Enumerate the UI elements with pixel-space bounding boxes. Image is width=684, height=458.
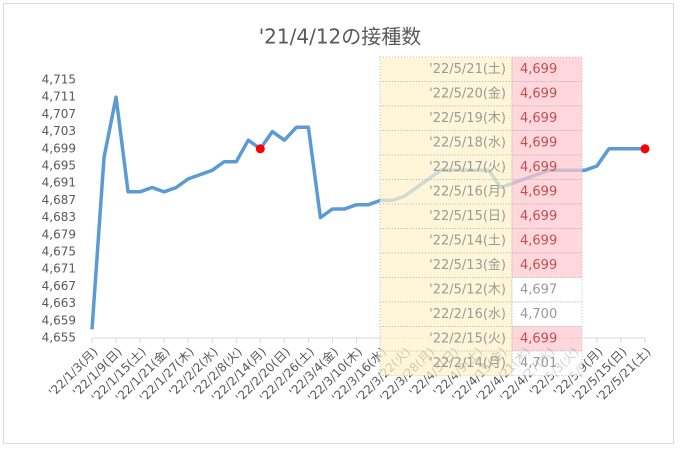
y-tick-label: 4,707: [42, 107, 76, 121]
y-tick-label: 4,659: [42, 313, 76, 327]
chart-title: '21/4/12の接種数: [259, 25, 422, 49]
y-tick-label: 4,703: [42, 124, 76, 138]
table-value: 4,699: [520, 111, 557, 126]
table-cell: [379, 56, 513, 82]
table-value: 4,699: [520, 233, 557, 248]
y-tick-label: 4,675: [42, 245, 76, 259]
y-tick-label: 4,691: [42, 176, 76, 190]
table-cell: [379, 154, 513, 180]
table-date: '22/5/15(日): [429, 209, 506, 224]
table-value: 4,697: [520, 282, 557, 297]
table-date: '22/5/20(金): [429, 85, 506, 101]
table-value: 4,699: [520, 135, 557, 150]
y-tick-label: 4,711: [42, 90, 76, 104]
table-cell: [379, 350, 513, 376]
table-value: 4,699: [520, 86, 557, 101]
table-value: 4,699: [520, 62, 557, 77]
table-cell: [511, 228, 583, 254]
table-cell: [511, 252, 583, 278]
y-tick-label: 4,655: [42, 331, 76, 345]
table-date: '22/5/12(木): [429, 282, 506, 297]
y-tick-label: 4,663: [42, 296, 76, 310]
y-tick-label: 4,687: [42, 193, 76, 207]
y-tick-label: 4,695: [42, 159, 76, 173]
table-value: 4,699: [520, 209, 557, 224]
table-cell: [379, 179, 513, 205]
table-cell: [379, 252, 513, 278]
y-tick-label: 4,683: [42, 210, 76, 224]
table-cell: [511, 56, 583, 82]
table-date: '22/5/13(金): [429, 257, 506, 273]
table-date: '22/5/16(月): [429, 184, 506, 199]
y-tick-label: 4,667: [42, 279, 76, 293]
table-value: 4,699: [520, 160, 557, 175]
table-date: '22/5/21(土): [429, 62, 506, 77]
table-date: '22/5/17(火): [429, 160, 506, 175]
y-tick-label: 4,715: [42, 73, 76, 87]
table-value: 4,699: [520, 258, 557, 273]
table-date: '22/2/14(月): [429, 356, 506, 371]
table-cell: [511, 350, 583, 376]
table-cell: [379, 228, 513, 254]
table-value: 4,701: [520, 356, 557, 371]
data-table: '22/5/21(土) 4,699 '22/5/20(金) 4,699 '22/5/19…: [379, 56, 583, 376]
table-date: '22/2/15(火): [429, 331, 506, 346]
y-tick-label: 4,699: [42, 141, 76, 155]
table-date: '22/5/19(木): [429, 111, 506, 126]
table-value: 4,699: [520, 184, 557, 199]
highlight-point: [640, 144, 650, 154]
table-value: 4,699: [520, 331, 557, 346]
y-tick-label: 4,679: [42, 227, 76, 241]
highlight-point: [255, 144, 265, 154]
table-date: '22/5/14(土): [429, 233, 506, 248]
table-date: '22/5/18(水): [429, 135, 506, 150]
table-cell: [379, 105, 513, 131]
table-cell: [379, 301, 513, 327]
table-value: 4,700: [520, 307, 557, 322]
table-date: '22/2/16(水): [429, 307, 506, 322]
y-tick-label: 4,671: [42, 262, 76, 276]
table-cell: [379, 130, 513, 156]
